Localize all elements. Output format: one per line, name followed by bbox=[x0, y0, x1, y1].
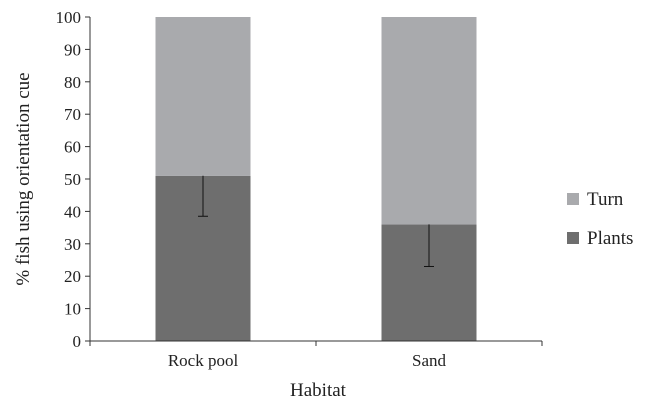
y-tick-label: 100 bbox=[56, 8, 82, 27]
axes: Rock pool Sand 0 10 20 30 40 50 60 70 80 90 100 bbox=[56, 8, 543, 370]
bar-turn-rock-pool bbox=[155, 17, 251, 176]
legend-swatch-plants bbox=[567, 232, 579, 244]
x-axis-title: Habitat bbox=[290, 380, 347, 401]
legend-item-turn: Turn bbox=[567, 189, 624, 210]
bar-turn-sand bbox=[381, 17, 477, 225]
y-axis-title: % fish using orientation cue bbox=[13, 72, 34, 285]
plot-area bbox=[155, 17, 477, 341]
y-tick-label: 30 bbox=[64, 235, 81, 254]
legend-label-plants: Plants bbox=[587, 228, 633, 249]
legend-swatch-turn bbox=[567, 193, 579, 205]
y-tick-label: 80 bbox=[64, 73, 81, 92]
y-tick-label: 20 bbox=[64, 267, 81, 286]
legend: Turn Plants bbox=[567, 189, 633, 249]
y-tick-label: 90 bbox=[64, 40, 81, 59]
legend-label-turn: Turn bbox=[587, 189, 624, 210]
y-tick-label: 0 bbox=[73, 332, 82, 351]
y-tick-label: 10 bbox=[64, 300, 81, 319]
y-tick-label: 70 bbox=[64, 105, 81, 124]
legend-item-plants: Plants bbox=[567, 228, 633, 249]
x-tick-label: Sand bbox=[412, 351, 447, 370]
y-tick-label: 60 bbox=[64, 138, 81, 157]
x-tick-label: Rock pool bbox=[168, 351, 239, 370]
y-tick-label: 40 bbox=[64, 202, 81, 221]
y-tick-label: 50 bbox=[64, 170, 81, 189]
